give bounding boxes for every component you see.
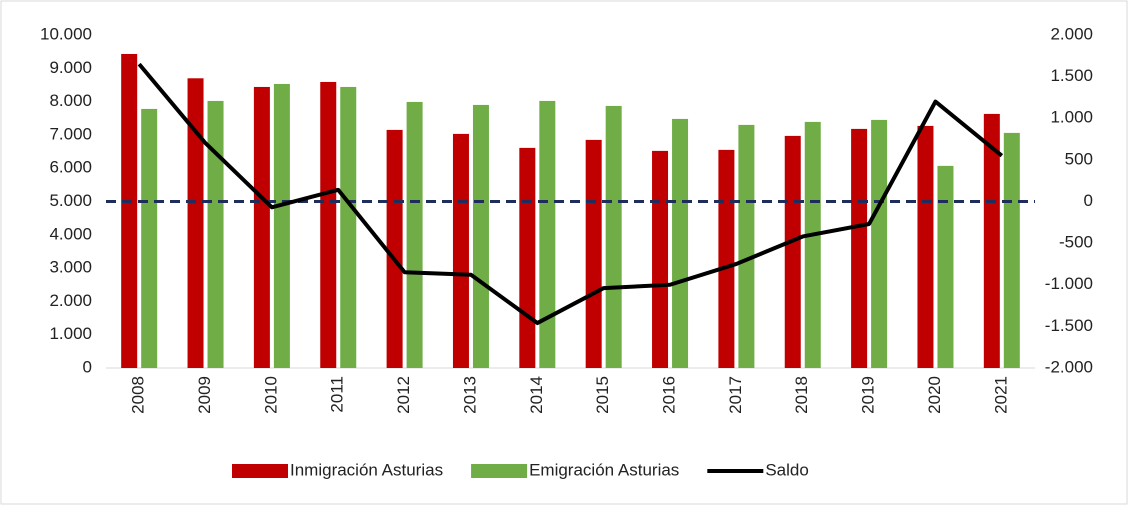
bar (652, 150, 669, 368)
bar (386, 129, 403, 368)
y-tick-label: 3.000 (49, 258, 92, 277)
bar (406, 101, 423, 369)
y-tick-label: 0 (83, 357, 92, 376)
bar (784, 135, 801, 368)
y-tick-label: 4.000 (49, 224, 92, 243)
bar (519, 147, 536, 368)
bar (672, 118, 689, 368)
y-tick-label: 2.000 (49, 291, 92, 310)
y2-tick-label: 2.000 (1050, 24, 1093, 43)
x-tick-label: 2018 (792, 376, 811, 414)
bar (207, 100, 224, 369)
y2-tick-label: -2.000 (1045, 357, 1093, 376)
legend-label: Emigración Asturias (529, 460, 679, 479)
y2-tick-label: -500 (1059, 233, 1093, 252)
x-tick-label: 2019 (859, 376, 878, 414)
bar (340, 86, 357, 368)
x-tick-label: 2009 (195, 376, 214, 414)
bar (187, 78, 204, 368)
y-tick-label: 9.000 (49, 58, 92, 77)
x-tick-label: 2013 (460, 376, 479, 414)
x-tick-label: 2008 (129, 376, 148, 414)
bar (320, 81, 337, 368)
line-series (137, 62, 1004, 326)
bar (253, 86, 270, 368)
y2-tick-label: 1.000 (1050, 108, 1093, 127)
y-tick-label: 6.000 (49, 158, 92, 177)
bar (452, 133, 469, 368)
bar (983, 113, 1000, 369)
legend-label: Inmigración Asturias (290, 460, 443, 479)
bar (273, 83, 290, 369)
y2-tick-label: 1.500 (1050, 66, 1093, 85)
bar (937, 165, 954, 368)
bar (539, 100, 556, 369)
bar (738, 124, 755, 368)
y-tick-label: 7.000 (49, 124, 92, 143)
bar (585, 139, 602, 368)
x-tick-label: 2016 (660, 376, 679, 414)
x-tick-label: 2017 (726, 376, 745, 414)
bar (871, 119, 888, 368)
x-tick-label: 2010 (261, 376, 280, 414)
bar (605, 105, 622, 368)
y-tick-label: 8.000 (49, 91, 92, 110)
y-tick-label: 5.000 (49, 191, 92, 210)
bar (472, 104, 489, 369)
y2-tick-label: 500 (1065, 149, 1093, 168)
bar (121, 53, 138, 369)
x-tick-label: 2015 (593, 376, 612, 414)
x-tick-label: 2011 (328, 376, 347, 413)
y2-tick-label: -1.000 (1045, 274, 1093, 293)
x-tick-label: 2020 (925, 376, 944, 414)
y2-tick-label: -1.500 (1045, 316, 1093, 335)
bar (804, 121, 821, 369)
y-tick-label: 10.000 (40, 24, 92, 43)
bar (917, 125, 934, 368)
legend-swatch (471, 464, 528, 478)
x-tick-label: 2014 (527, 376, 546, 414)
bar (851, 128, 868, 368)
y2-tick-label: 0 (1084, 191, 1093, 210)
bar (141, 108, 158, 369)
legend-swatch (232, 464, 288, 478)
bar (1003, 132, 1020, 368)
bar (718, 149, 735, 368)
legend-label: Saldo (765, 460, 808, 479)
y-tick-label: 1.000 (49, 324, 92, 343)
x-tick-label: 2021 (991, 376, 1010, 414)
x-tick-label: 2012 (394, 376, 413, 414)
